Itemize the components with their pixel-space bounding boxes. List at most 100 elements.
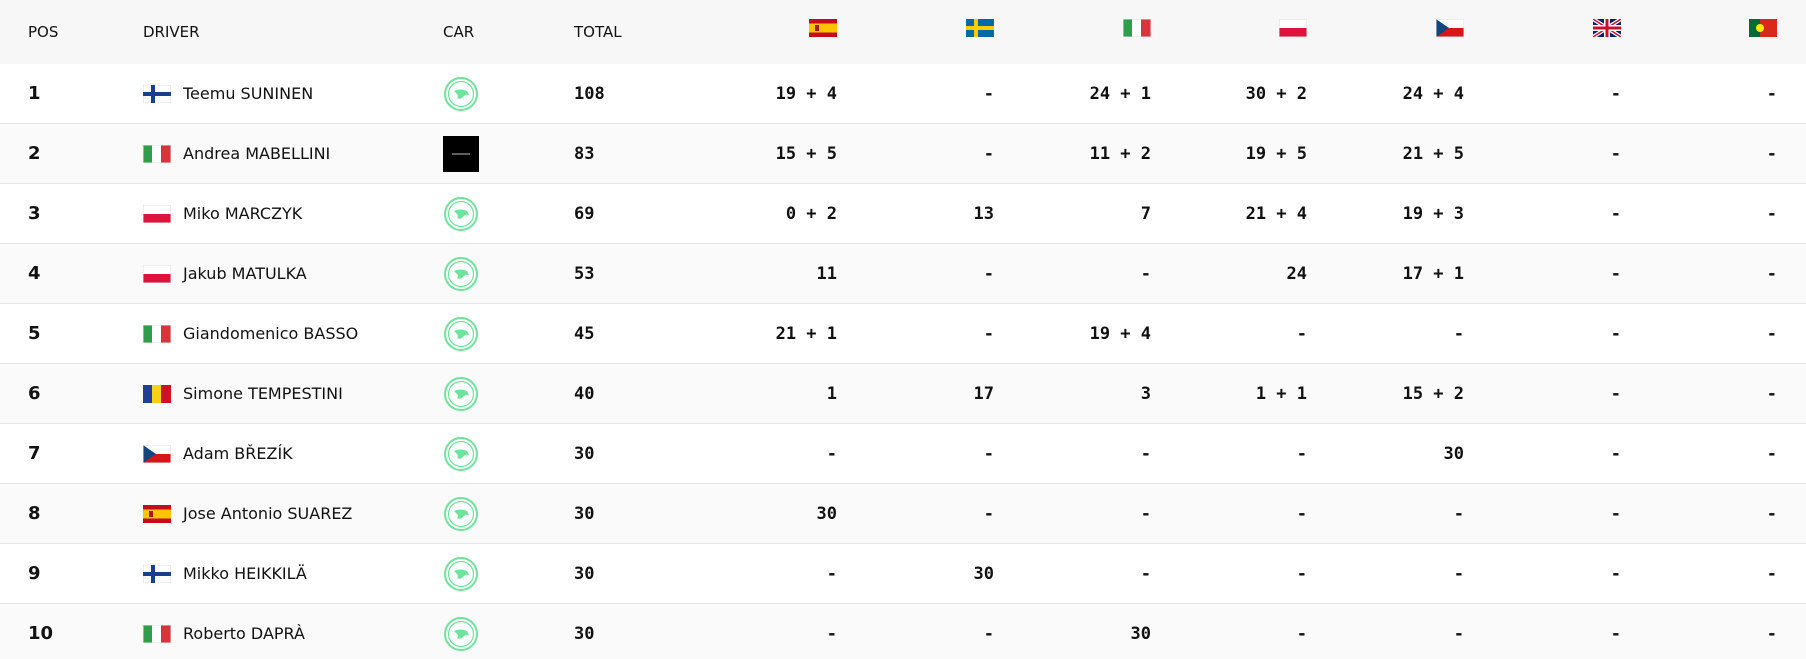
round-result: - <box>1140 503 1151 524</box>
round-result: - <box>983 143 994 164</box>
total-points: 30 <box>574 503 595 524</box>
round-result: - <box>1610 503 1621 524</box>
round-result: - <box>1766 83 1777 104</box>
position: 5 <box>28 323 41 344</box>
round-result: 19 + 3 <box>1402 203 1464 224</box>
round-result: - <box>1766 263 1777 284</box>
round-result: 1 <box>826 383 837 404</box>
round-result: - <box>983 623 994 644</box>
round-result: - <box>1766 623 1777 644</box>
round-result: 15 + 2 <box>1402 383 1464 404</box>
round-result: - <box>1766 383 1777 404</box>
round-flag <box>809 19 837 37</box>
total-points: 53 <box>574 263 595 284</box>
round-result: 7 <box>1140 203 1151 224</box>
driver-flag-cell <box>143 604 171 659</box>
round-flag-cell <box>1749 0 1777 60</box>
round-flag-cell <box>1123 0 1151 60</box>
driver-name: Simone TEMPESTINI <box>183 384 343 403</box>
round-result: - <box>1453 563 1464 584</box>
round-flag-cell <box>809 0 837 60</box>
round-result: 24 + 1 <box>1089 83 1151 104</box>
position: 6 <box>28 383 41 404</box>
round-result: - <box>1296 443 1307 464</box>
skoda-logo <box>444 376 478 411</box>
driver-flag-cell <box>143 184 171 243</box>
round-flag <box>1749 19 1777 37</box>
round-result: - <box>1296 323 1307 344</box>
round-result: - <box>1140 263 1151 284</box>
lancia-logo <box>443 135 479 172</box>
round-result: - <box>1296 503 1307 524</box>
driver-name: Giandomenico BASSO <box>183 324 359 343</box>
car-cell <box>443 244 479 303</box>
round-result: - <box>1453 623 1464 644</box>
position: 4 <box>28 263 41 284</box>
standing-row: 6 Simone TEMPESTINI 40 1 17 3 1 + 1 15 + 2 - - <box>0 364 1806 424</box>
round-flag-cell <box>1279 0 1307 60</box>
column-header: TOTAL <box>574 23 622 41</box>
round-result: 24 <box>1286 263 1307 284</box>
car-cell <box>443 484 479 543</box>
total-points: 83 <box>574 143 595 164</box>
round-result: - <box>1610 203 1621 224</box>
round-result: - <box>983 503 994 524</box>
driver-flag <box>143 384 171 403</box>
round-result: 11 <box>816 263 837 284</box>
skoda-logo <box>444 616 478 651</box>
round-result: - <box>1610 623 1621 644</box>
driver-flag <box>143 564 171 583</box>
driver-flag <box>143 444 171 463</box>
round-result: - <box>826 443 837 464</box>
round-result: - <box>826 623 837 644</box>
round-result: - <box>1610 383 1621 404</box>
standing-row: 9 Mikko HEIKKILÄ 30 - 30 - - - - - <box>0 544 1806 604</box>
round-result: - <box>1610 563 1621 584</box>
total-points: 45 <box>574 323 595 344</box>
round-result: - <box>1453 503 1464 524</box>
column-header: DRIVER <box>143 23 200 41</box>
round-flag-cell <box>1593 0 1621 60</box>
round-result: - <box>1453 323 1464 344</box>
position: 1 <box>28 83 41 104</box>
standing-row: 7 Adam BŘEZÍK 30 - - - - 30 - - <box>0 424 1806 484</box>
standing-row: 10 Roberto DAPRÀ 30 - - 30 - - - - <box>0 604 1806 659</box>
round-result: 30 <box>1130 623 1151 644</box>
car-cell <box>443 544 479 603</box>
driver-flag-cell <box>143 124 171 183</box>
car-cell <box>443 424 479 483</box>
total-points: 40 <box>574 383 595 404</box>
round-result: - <box>1766 143 1777 164</box>
round-result: 21 + 4 <box>1245 203 1307 224</box>
round-result: 13 <box>973 203 994 224</box>
round-result: 30 <box>816 503 837 524</box>
driver-flag <box>143 324 171 343</box>
round-result: - <box>1610 323 1621 344</box>
standing-row: 2 Andrea MABELLINI 83 15 + 5 - 11 + 2 19 + 5 21… <box>0 124 1806 184</box>
driver-flag-cell <box>143 424 171 483</box>
round-result: - <box>1766 203 1777 224</box>
driver-flag <box>143 204 171 223</box>
round-result: 1 + 1 <box>1255 383 1307 404</box>
round-result: 19 + 4 <box>775 83 837 104</box>
round-result: - <box>983 263 994 284</box>
round-result: 30 <box>973 563 994 584</box>
skoda-logo <box>444 196 478 231</box>
round-result: - <box>1610 143 1621 164</box>
standing-row: 5 Giandomenico BASSO 45 21 + 1 - 19 + 4 - - - - <box>0 304 1806 364</box>
skoda-logo <box>444 436 478 471</box>
round-result: - <box>1296 563 1307 584</box>
position: 8 <box>28 503 41 524</box>
round-result: 30 <box>1443 443 1464 464</box>
driver-name: Jakub MATULKA <box>183 264 307 283</box>
driver-name: Mikko HEIKKILÄ <box>183 564 307 583</box>
round-result: 24 + 4 <box>1402 83 1464 104</box>
driver-name: Adam BŘEZÍK <box>183 444 293 463</box>
round-flag <box>966 19 994 37</box>
round-result: 17 <box>973 383 994 404</box>
driver-flag-cell <box>143 364 171 423</box>
round-result: - <box>1610 83 1621 104</box>
header-row: POS DRIVER CAR TOTAL <box>0 0 1806 64</box>
round-result: - <box>1766 563 1777 584</box>
column-header: POS <box>28 23 59 41</box>
